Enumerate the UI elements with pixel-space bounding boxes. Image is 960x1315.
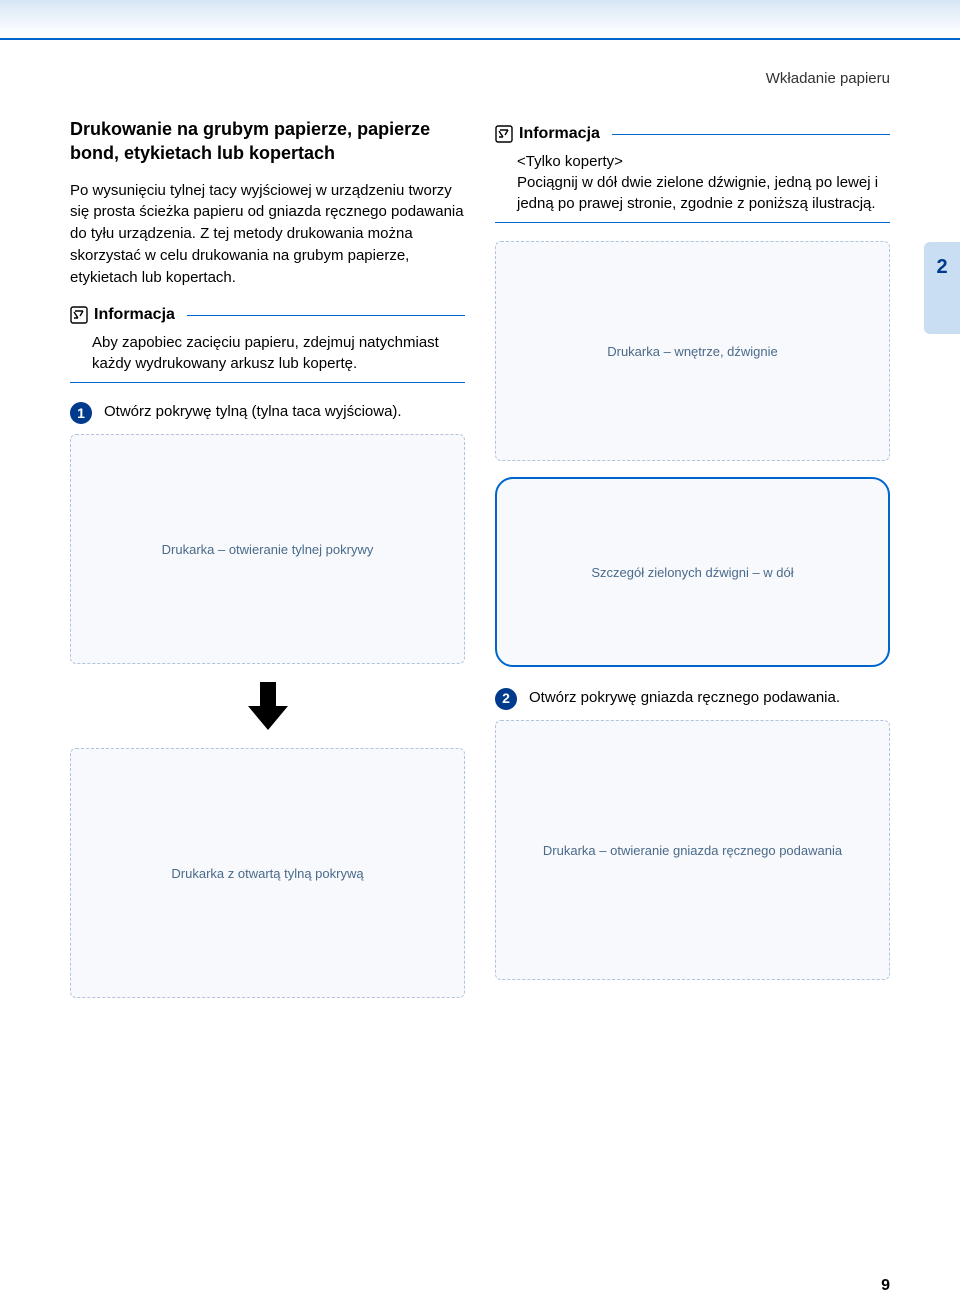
illustration-lever-detail: Szczegół zielonych dźwigni – w dół bbox=[495, 477, 890, 667]
intro-paragraph: Po wysunięciu tylnej tacy wyjściowej w u… bbox=[70, 180, 465, 289]
illustration-printer-levers: Drukarka – wnętrze, dźwignie bbox=[495, 241, 890, 461]
two-column-layout: Drukowanie na grubym papierze, papierze … bbox=[70, 117, 890, 998]
note-body-2: <Tylko koperty> Pociągnij w dół dwie zie… bbox=[495, 147, 890, 223]
note-heading-text: Informacja bbox=[94, 306, 175, 324]
note-heading-2: Informacja bbox=[495, 125, 890, 143]
note-rule bbox=[187, 315, 465, 316]
note-icon bbox=[495, 125, 513, 143]
note-heading: Informacja bbox=[70, 306, 465, 324]
note-box-1: Informacja Aby zapobiec zacięciu papieru… bbox=[70, 306, 465, 383]
step-badge-2: 2 bbox=[495, 688, 517, 710]
illustration-rear-open: Drukarka z otwartą tylną pokrywą bbox=[70, 748, 465, 998]
running-head: Wkładanie papieru bbox=[70, 70, 890, 87]
note-body-1: Aby zapobiec zacięciu papieru, zdejmuj n… bbox=[70, 328, 465, 383]
page-body: Wkładanie papieru Drukowanie na grubym p… bbox=[0, 40, 960, 1018]
note-heading-2-text: Informacja bbox=[519, 125, 600, 143]
step-2: 2 Otwórz pokrywę gniazda ręcznego podawa… bbox=[495, 687, 890, 710]
illustration-open-rear-cover: Drukarka – otwieranie tylnej pokrywy bbox=[70, 434, 465, 664]
top-gradient-bar bbox=[0, 0, 960, 40]
note-body-2-text: Pociągnij w dół dwie zielone dźwignie, j… bbox=[517, 174, 878, 212]
illustration-manual-feed: Drukarka – otwieranie gniazda ręcznego p… bbox=[495, 720, 890, 980]
step-1: 1 Otwórz pokrywę tylną (tylna taca wyjśc… bbox=[70, 401, 465, 424]
note-icon bbox=[70, 306, 88, 324]
note-rule bbox=[612, 134, 890, 135]
step-badge-1: 1 bbox=[70, 402, 92, 424]
note-sub: <Tylko koperty> bbox=[517, 153, 623, 170]
left-column: Drukowanie na grubym papierze, papierze … bbox=[70, 117, 465, 998]
note-box-2: Informacja <Tylko koperty> Pociągnij w d… bbox=[495, 125, 890, 223]
step-1-text: Otwórz pokrywę tylną (tylna taca wyjścio… bbox=[104, 401, 402, 422]
right-column: Informacja <Tylko koperty> Pociągnij w d… bbox=[495, 117, 890, 998]
chapter-tab: 2 bbox=[924, 242, 960, 334]
step-2-text: Otwórz pokrywę gniazda ręcznego podawani… bbox=[529, 687, 840, 708]
arrow-down-icon bbox=[70, 678, 465, 734]
section-title: Drukowanie na grubym papierze, papierze … bbox=[70, 117, 465, 166]
page-number: 9 bbox=[881, 1277, 890, 1295]
